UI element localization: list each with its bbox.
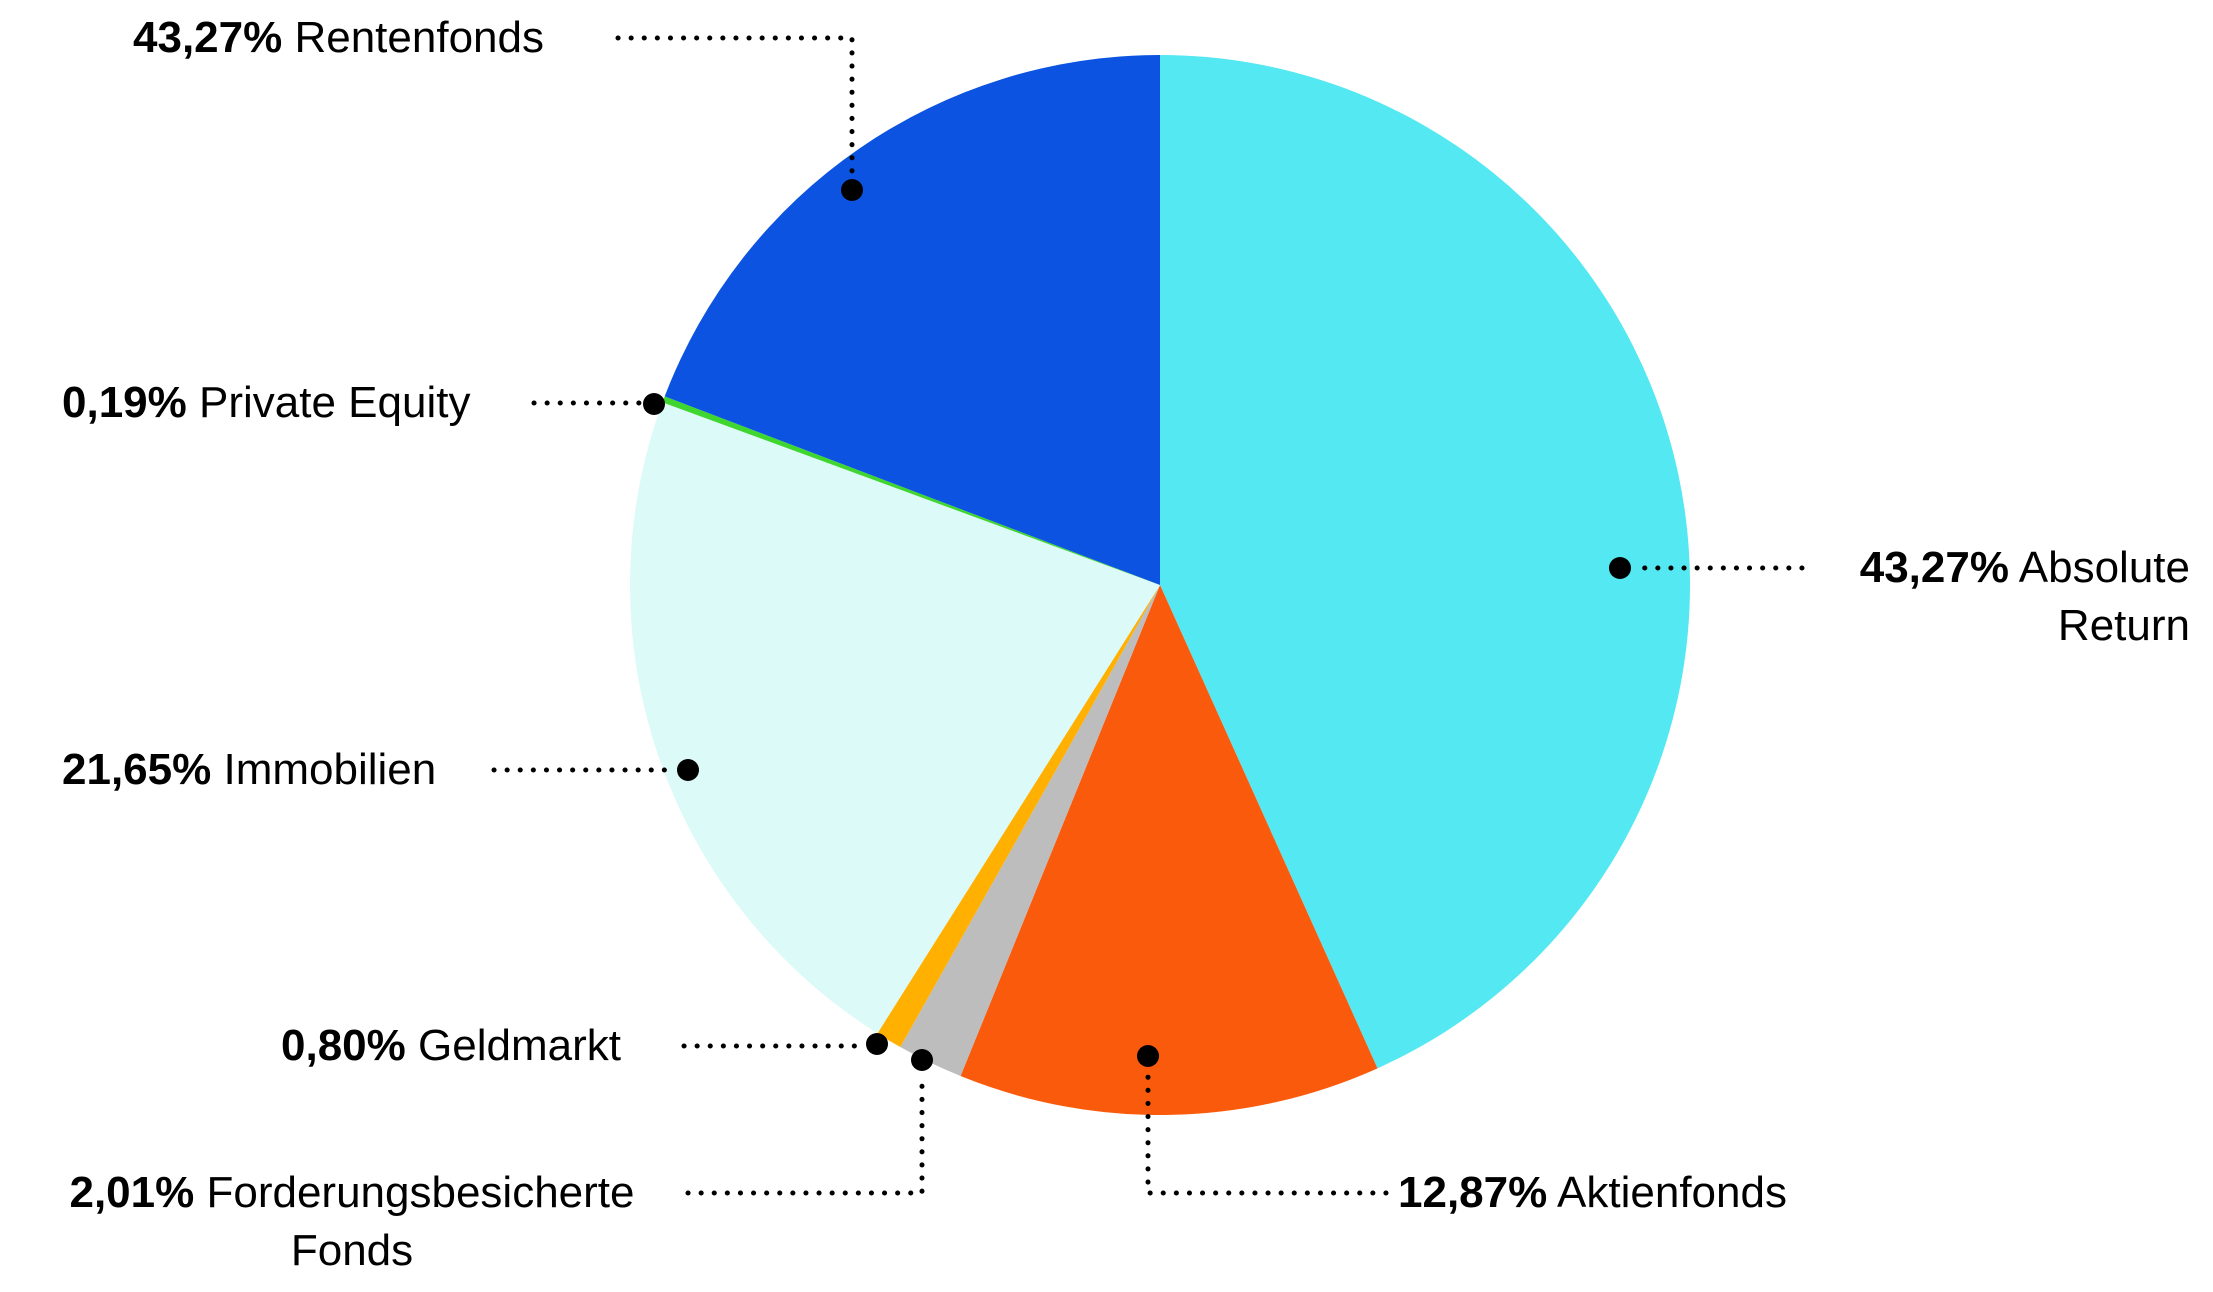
category-label-immobilien: Immobilien [223,745,437,794]
callout-dot-aktienfonds [1137,1045,1159,1067]
percent-label-forderungsbesicherte-fonds: 2,01% [69,1168,195,1217]
callout-dot-immobilien [677,759,699,781]
category-label-private-equity: Private Equity [199,378,471,427]
pie-slice-private-equity [662,396,1160,585]
callout-aktienfonds: 12,87% Aktienfonds [1398,1164,1787,1222]
callout-dot-geldmarkt [866,1033,888,1055]
pie-slice-immobilien [630,402,1160,1034]
callout-dot-private-equity [643,393,665,415]
category-label-geldmarkt: Geldmarkt [418,1021,621,1070]
category-label-rentenfonds: Rentenfonds [294,13,544,62]
pie-slice-aktienfonds [960,585,1378,1116]
percent-label-immobilien: 21,65% [62,745,212,794]
percent-label-aktienfonds: 12,87% [1398,1168,1548,1217]
callout-dot-absolute-return [1609,557,1631,579]
pie-slice-rentenfonds [664,55,1160,585]
callout-absolute-return: 43,27% Absolute Return [1790,539,2190,655]
callout-geldmarkt: 0,80% Geldmarkt [281,1017,621,1075]
callout-forderungsbesicherte-fonds: 2,01% Forderungsbesicherte Fonds [28,1164,676,1280]
percent-label-absolute-return: 43,27% [1859,543,2009,592]
callout-dot-rentenfonds [841,179,863,201]
pie-slice-geldmarkt [877,585,1160,1048]
leader-line-aktienfonds [1145,1067,1389,1196]
percent-label-private-equity: 0,19% [62,378,187,427]
pie-slice-forderungsbesicherte-fonds [900,585,1160,1077]
pie-slices [630,55,1691,1116]
callout-rentenfonds: 43,27% Rentenfonds [133,9,544,67]
pie-slice-absolute-return [1160,55,1691,1069]
leader-line-rentenfonds [615,35,855,179]
leader-line-forderungsbesicherte-fonds [685,1071,925,1196]
callout-immobilien: 21,65% Immobilien [62,741,436,799]
category-label-absolute-return: Absolute Return [2018,543,2190,650]
percent-label-rentenfonds: 43,27% [133,13,283,62]
category-label-aktienfonds: Aktienfonds [1557,1168,1787,1217]
callout-dot-forderungsbesicherte-fonds [911,1049,933,1071]
callout-private-equity: 0,19% Private Equity [62,374,470,432]
category-label-forderungsbesicherte-fonds: Forderungsbesicherte Fonds [206,1168,635,1275]
percent-label-geldmarkt: 0,80% [281,1021,406,1070]
